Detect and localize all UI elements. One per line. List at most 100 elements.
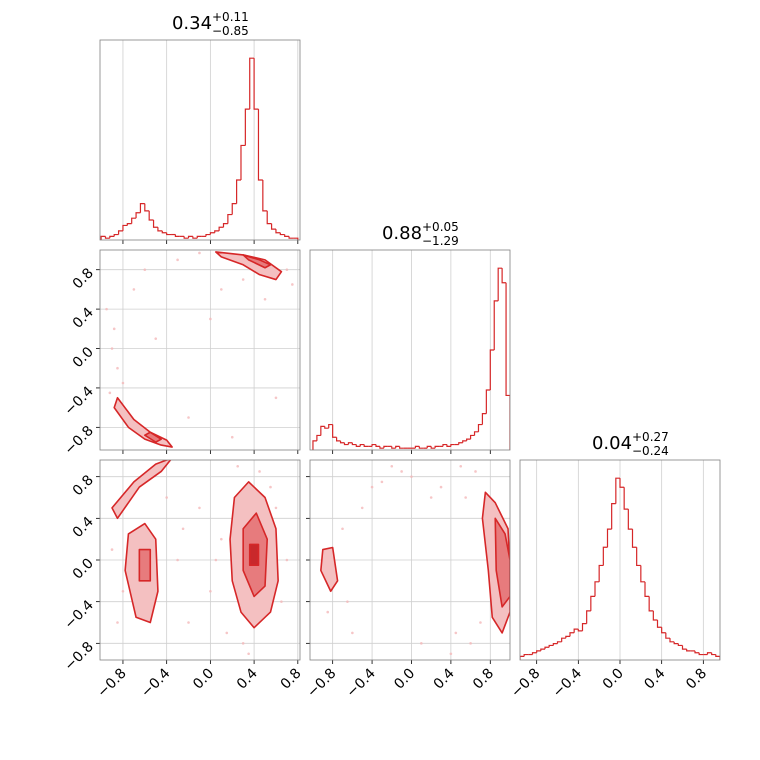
histogram-step — [569, 632, 575, 637]
scatter-point — [341, 527, 344, 531]
histogram-step — [623, 487, 629, 510]
scatter-point — [420, 642, 423, 645]
histogram-step — [531, 652, 537, 655]
title-value: 0.34 — [172, 13, 212, 34]
contour — [248, 543, 260, 567]
histogram-step — [627, 509, 633, 530]
histogram-step — [270, 223, 276, 230]
contour — [113, 396, 173, 448]
histogram-step — [706, 652, 712, 655]
histogram-step — [669, 638, 675, 643]
title-minus: −1.29 — [422, 234, 459, 248]
histogram-step — [581, 623, 587, 631]
histogram — [520, 477, 720, 660]
scatter-point — [236, 464, 240, 468]
x-tick-label: −0.8 — [94, 666, 129, 701]
histogram-step — [324, 426, 329, 429]
scatter-point — [469, 642, 472, 645]
histogram-step — [481, 413, 487, 425]
histogram-step — [552, 643, 558, 646]
pair-panel — [320, 464, 510, 656]
histogram-step — [418, 446, 424, 449]
contour — [242, 254, 272, 269]
histogram-step — [615, 477, 620, 504]
histogram-step — [363, 444, 369, 447]
histogram-step — [399, 446, 404, 449]
histogram-step — [681, 645, 687, 650]
histogram-step — [328, 423, 333, 429]
histogram-step — [266, 210, 272, 225]
x-tick-label: −0.8 — [508, 666, 543, 701]
histogram-step — [343, 442, 349, 446]
histogram-step — [383, 445, 388, 449]
histogram-step — [222, 223, 228, 228]
scatter-point — [187, 416, 190, 419]
scatter-point — [274, 396, 278, 400]
histogram-step — [395, 445, 400, 449]
x-tick-label: −0.4 — [550, 665, 585, 700]
histogram-step — [117, 230, 123, 235]
histogram-step — [665, 632, 670, 639]
scatter-point — [165, 496, 168, 499]
scatter-point — [176, 558, 179, 562]
histogram — [100, 57, 299, 240]
histogram-step — [602, 546, 608, 566]
histogram-step — [536, 650, 541, 653]
histogram-step — [218, 226, 224, 231]
histogram-step — [644, 581, 650, 597]
histogram-step — [661, 627, 666, 634]
scatter-point — [464, 496, 467, 499]
axes-frame — [309, 249, 511, 451]
histogram-step — [469, 434, 475, 440]
histogram-step — [636, 547, 641, 567]
histogram-step — [414, 445, 420, 449]
scatter-point — [247, 652, 250, 656]
scatter-point — [220, 288, 223, 291]
scatter-point — [176, 258, 179, 262]
x-tick-label: 0.0 — [600, 666, 627, 693]
histogram-step — [548, 644, 554, 648]
scatter-point — [220, 537, 223, 541]
histogram-step — [227, 213, 233, 224]
histogram-step — [100, 235, 106, 240]
histogram-step — [501, 268, 507, 284]
scatter-point — [154, 337, 158, 340]
histogram-step — [231, 203, 237, 215]
histogram-step — [166, 232, 172, 236]
scatter-point — [291, 283, 294, 286]
scatter-point — [459, 464, 463, 468]
histogram-step — [540, 648, 545, 651]
scatter-point — [258, 470, 261, 473]
title-plus: +0.11 — [212, 10, 249, 24]
histogram-step — [293, 237, 299, 240]
y-tick-label: 0.0 — [70, 344, 97, 371]
scatter-point — [187, 621, 190, 624]
x-tick-label: 0.8 — [278, 666, 305, 693]
histogram-step — [347, 442, 353, 445]
y-tick-label: 0.0 — [70, 556, 97, 583]
histogram-step — [144, 203, 150, 212]
histogram-step — [214, 230, 220, 233]
scatter-point — [112, 327, 116, 331]
histogram-step — [113, 233, 119, 237]
pair-panel — [105, 251, 294, 448]
scatter-point — [454, 631, 458, 635]
histogram-step — [648, 596, 654, 612]
histogram-step — [544, 646, 550, 650]
histogram-step — [505, 282, 510, 450]
y-tick-label: −0.8 — [61, 423, 96, 458]
histogram-step — [473, 431, 479, 436]
histogram-step — [656, 620, 662, 628]
scatter-point — [439, 485, 443, 489]
histogram-step — [135, 212, 141, 219]
x-tick-label: 0.8 — [470, 666, 497, 693]
x-tick-label: 0.4 — [234, 665, 261, 692]
title-value: 0.88 — [382, 223, 422, 244]
histogram-step — [371, 443, 377, 447]
title-plus: +0.05 — [422, 220, 459, 234]
x-tick-label: 0.0 — [190, 666, 217, 693]
scatter-point — [209, 317, 212, 321]
histogram-step — [312, 440, 317, 450]
histogram-step — [284, 234, 290, 237]
y-tick-label: 0.8 — [70, 265, 97, 292]
